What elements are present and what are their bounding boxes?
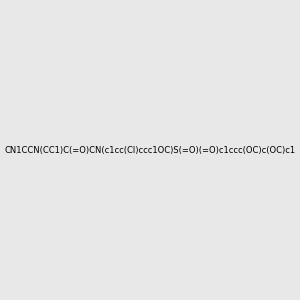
Text: CN1CCN(CC1)C(=O)CN(c1cc(Cl)ccc1OC)S(=O)(=O)c1ccc(OC)c(OC)c1: CN1CCN(CC1)C(=O)CN(c1cc(Cl)ccc1OC)S(=O)(… [4, 146, 296, 154]
